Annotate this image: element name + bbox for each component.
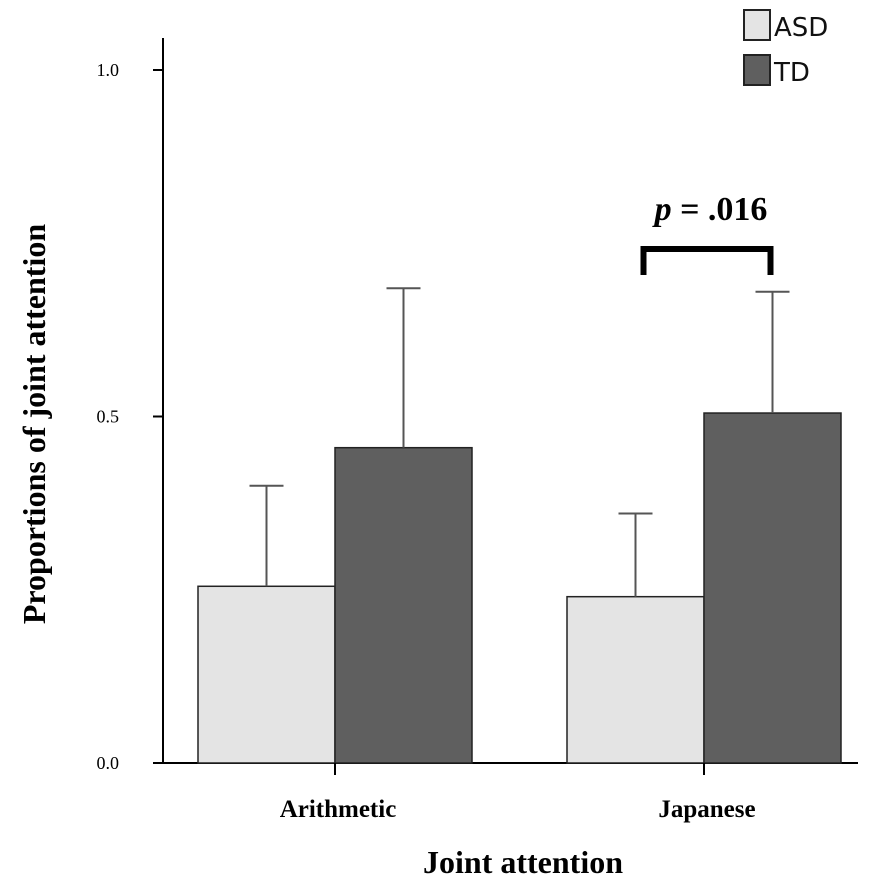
legend-label-asd: ASD (774, 13, 828, 43)
significance-bracket (640, 246, 774, 275)
p-symbol: p (652, 191, 672, 228)
bar-asd-arithmetic (197, 585, 336, 764)
bar-td-japanese (703, 412, 842, 764)
bars (197, 287, 842, 764)
x-axis-title: Joint attention (423, 844, 623, 880)
x-tick-label-japanese: Japanese (658, 796, 755, 823)
legend-swatch-asd (743, 9, 771, 41)
bar-asd-japanese (566, 595, 705, 764)
significance-annotations: p = .016 (640, 191, 774, 275)
bar-td-arithmetic (334, 446, 473, 764)
y-tick-label: 0.0 (97, 753, 120, 773)
y-axis-ticks: 0.0 0.5 1.0 (97, 60, 163, 773)
x-axis-ticks: Arithmetic Japanese (280, 763, 756, 823)
legend: ASD TD (743, 9, 828, 88)
legend-swatch-td (743, 54, 771, 86)
plot-area: 0.0 0.5 1.0 Arithmetic Japanese p = .016 (97, 38, 858, 823)
y-tick-label: 1.0 (97, 60, 120, 80)
x-tick-label-arithmetic: Arithmetic (280, 796, 397, 823)
legend-label-td: TD (773, 58, 810, 88)
y-tick-label: 0.5 (97, 407, 120, 427)
p-value-label: p = .016 (652, 191, 768, 228)
y-axis-title: Proportions of joint attention (16, 224, 52, 624)
p-value-text: = .016 (672, 191, 768, 228)
